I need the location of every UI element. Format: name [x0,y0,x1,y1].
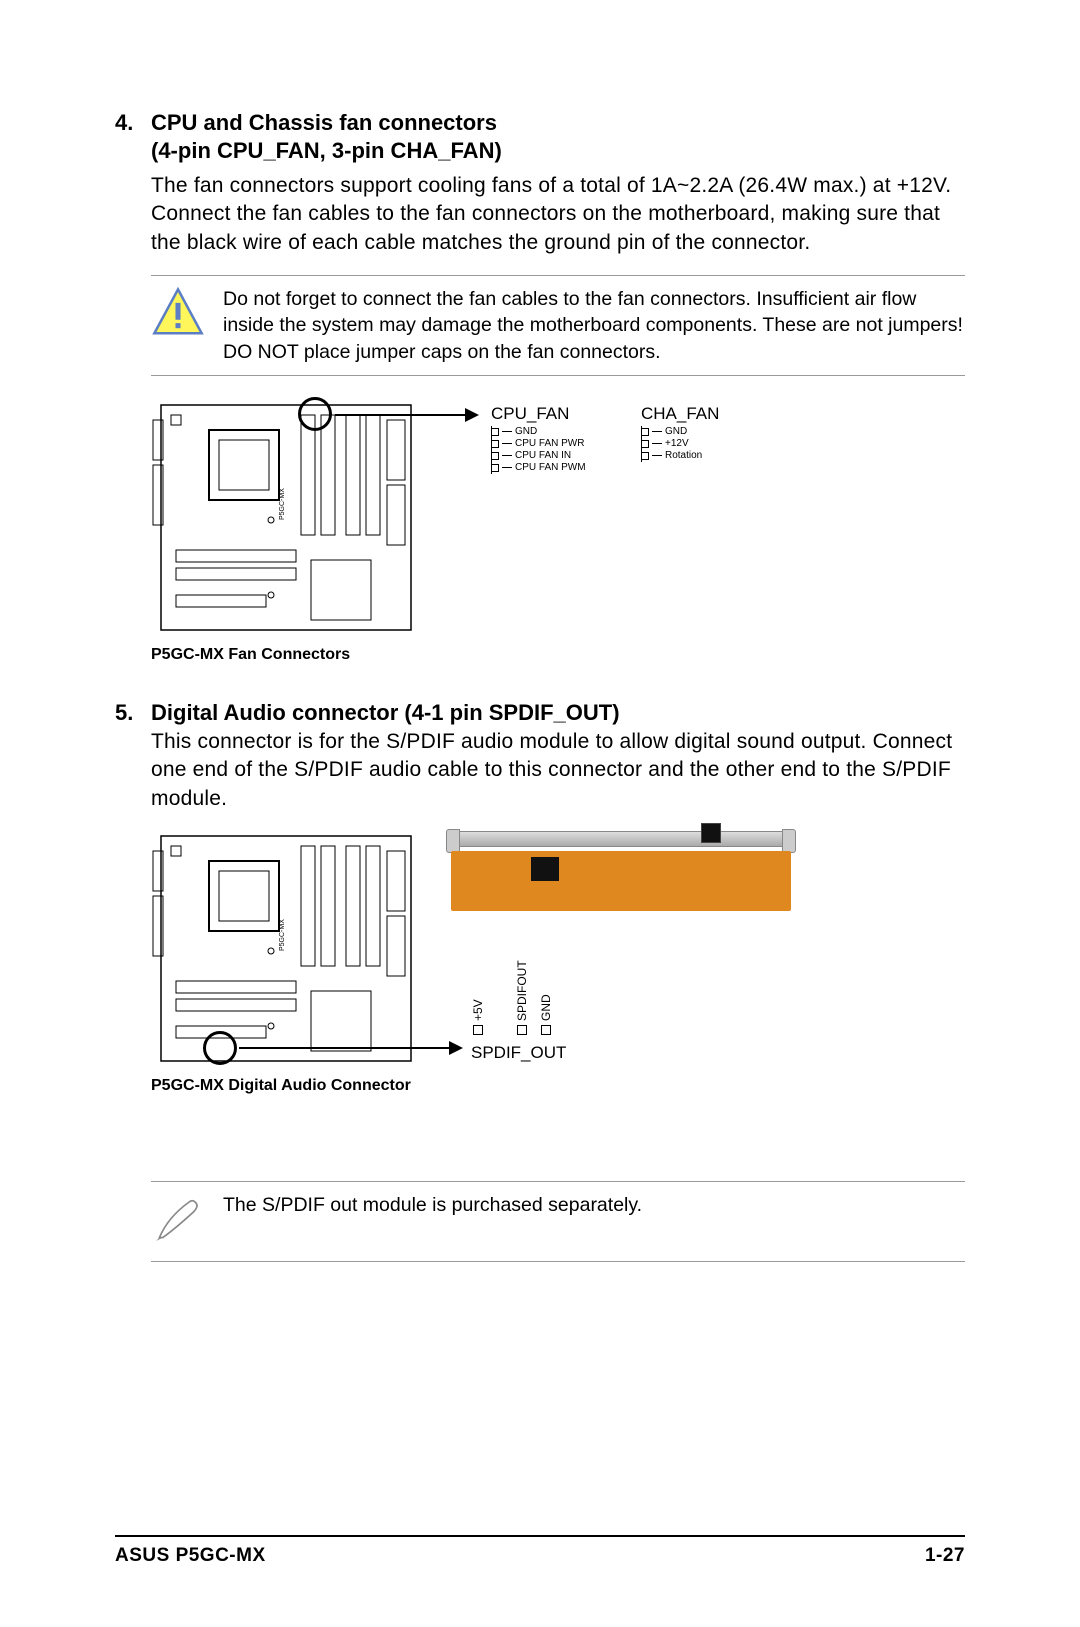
cha-fan-pins: GND +12V Rotation [641,426,702,462]
pin-label: Rotation [665,450,702,461]
pencil-icon [151,1192,205,1251]
warning-note: Do not forget to connect the fan cables … [151,275,965,376]
cpu-fan-pins: GND CPU FAN PWR CPU FAN IN CPU FAN PWM [491,426,586,474]
section-4-heading: 4. CPU and Chassis fan connectors [115,110,965,136]
pin-label: +12V [665,438,689,449]
page-footer: ASUS P5GC-MX 1-27 [115,1535,965,1567]
section-5-number: 5. [115,700,151,726]
section-5-heading: 5. Digital Audio connector (4-1 pin SPDI… [115,700,965,726]
spdif-out-label: SPDIF_OUT [471,1043,566,1063]
section-5-body: This connector is for the S/PDIF audio m… [151,728,965,813]
footer-left: ASUS P5GC-MX [115,1545,266,1567]
pin-label: CPU FAN PWR [515,438,584,449]
pin-label: CPU FAN PWM [515,462,586,473]
info-text: The S/PDIF out module is purchased separ… [223,1192,965,1218]
arrow-head-icon [465,408,479,422]
section-5-title: Digital Audio connector (4-1 pin SPDIF_O… [151,700,965,726]
spdif-diagram: P5GC-MX +5V SPDIFOUT GND SPDIF_OUT P5GC-… [151,831,965,1151]
spdif-module-icon [451,831,791,911]
section-4-title: CPU and Chassis fan connectors [151,110,965,136]
cpu-fan-label: CPU_FAN [491,404,569,424]
fan-diagram: P5GC-MX CPU_FAN GND CPU FAN PWR CPU FAN … [151,400,965,660]
arrow-head-icon [449,1041,463,1055]
section-4-subtitle: (4-pin CPU_FAN, 3-pin CHA_FAN) [151,138,965,164]
pin-label: SPDIFOUT [515,951,529,1021]
spdif-pins: +5V SPDIFOUT GND [471,951,553,1035]
cpu-fan-marker-icon [298,397,332,431]
pin-label: CPU FAN IN [515,450,571,461]
fan-diagram-caption: P5GC-MX Fan Connectors [151,646,350,664]
cha-fan-label: CHA_FAN [641,404,719,424]
pin-label: GND [539,951,553,1021]
spdif-diagram-caption: P5GC-MX Digital Audio Connector [151,1077,411,1095]
section-4-number: 4. [115,110,151,136]
motherboard-outline-icon: P5GC-MX [151,400,421,640]
info-note: The S/PDIF out module is purchased separ… [151,1181,965,1262]
spdif-marker-icon [203,1031,237,1065]
pin-label: +5V [471,951,485,1021]
footer-right: 1-27 [925,1545,965,1567]
arrow-line [335,414,465,416]
section-4-body: The fan connectors support cooling fans … [151,172,965,257]
warning-text: Do not forget to connect the fan cables … [223,286,965,365]
model-label: P5GC-MX [279,488,286,520]
motherboard-outline-icon: P5GC-MX [151,831,421,1071]
warning-icon [151,286,205,345]
model-label: P5GC-MX [279,919,286,951]
pin-label: GND [665,426,687,437]
arrow-line [239,1047,449,1049]
pin-label: GND [515,426,537,437]
